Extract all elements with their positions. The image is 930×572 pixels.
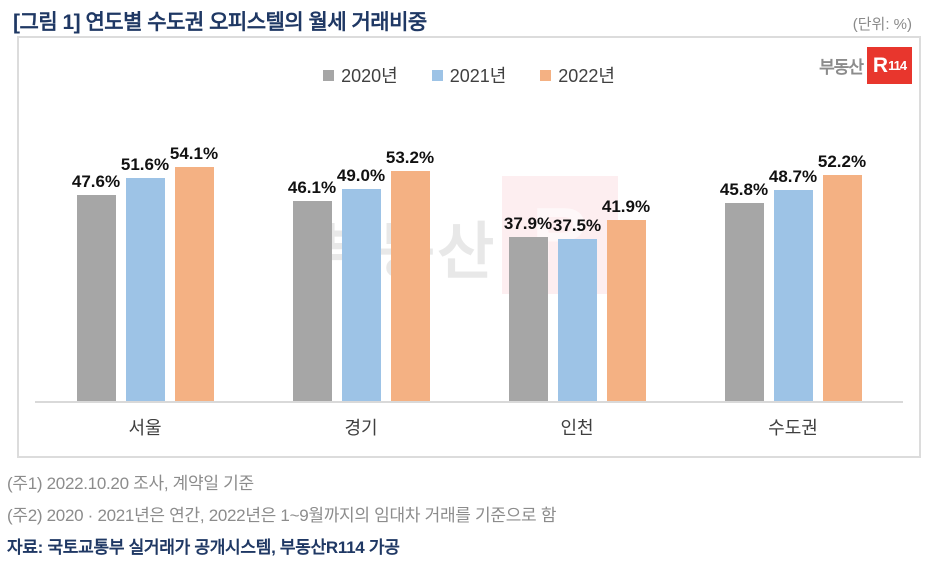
bar-value-label: 52.2% [817, 151, 867, 171]
bar: 41.9% [602, 197, 650, 402]
footnote-1: (주1) 2022.10.20 조사, 계약일 기준 [7, 474, 254, 493]
legend-label: 2022년 [558, 66, 615, 86]
bar: 37.9% [504, 214, 552, 402]
category-label: 서울 [128, 418, 162, 438]
bar: 46.1% [288, 178, 336, 402]
bar: 51.6% [121, 155, 169, 402]
brand-badge-r: R [872, 53, 889, 77]
bar: 47.6% [72, 172, 120, 402]
brand-badge: R 114 [867, 47, 912, 84]
legend-item: 2021년 [431, 62, 507, 88]
bar-value-label: 47.6% [71, 171, 121, 191]
legend-swatch [540, 69, 552, 81]
bar-value-label: 41.9% [601, 196, 651, 216]
legend-swatch [323, 69, 335, 81]
brand-badge-num: 114 [888, 58, 907, 73]
bar-value-label: 49.0% [336, 165, 386, 185]
bar-value-label: 48.7% [768, 167, 818, 187]
bar: 48.7% [769, 167, 817, 402]
footnote-2: (주2) 2020 · 2021년은 연간, 2022년은 1~9월까지의 임대… [7, 506, 557, 525]
plot-area: 47.6% 51.6% 54.1% 46.1% 49.0% 53.2% 37.9% 37.5%… [37, 38, 901, 402]
x-axis-line [35, 401, 903, 403]
source-line: 자료: 국토교통부 실거래가 공개시스템, 부동산R114 가공 [7, 538, 400, 557]
bar-group: 37.9% 37.5% 41.9% [504, 197, 650, 402]
bar-value-label: 37.9% [503, 214, 553, 234]
legend-swatch [431, 69, 443, 81]
category-axis: 서울 경기 인천 수도권 [37, 414, 901, 440]
bar: 45.8% [720, 180, 768, 402]
bar: 49.0% [337, 166, 385, 402]
bar-value-label: 54.1% [169, 143, 219, 163]
legend-label: 2020년 [341, 66, 398, 86]
chart-legend: 2020년 2021년 2022년 [19, 62, 919, 88]
bar: 37.5% [553, 216, 601, 402]
bar: 53.2% [386, 148, 434, 402]
unit-label: (단위: %) [852, 16, 912, 33]
bar: 54.1% [170, 144, 218, 402]
legend-item: 2020년 [323, 62, 398, 88]
bar-group: 47.6% 51.6% 54.1% [72, 144, 218, 402]
legend-label: 2021년 [449, 66, 507, 86]
category-label: 인천 [560, 418, 594, 438]
bar: 52.2% [818, 152, 866, 402]
bar-value-label: 46.1% [287, 178, 337, 198]
bar-group: 46.1% 49.0% 53.2% [288, 148, 434, 402]
bar-group: 45.8% 48.7% 52.2% [720, 152, 866, 402]
brand-logo-text: 부동산 [819, 58, 864, 77]
page-title: [그림 1] 연도별 수도권 오피스텔의 월세 거래비중 [13, 11, 427, 34]
category-label: 수도권 [768, 418, 818, 438]
brand-logo: 부동산 R 114 [819, 47, 912, 84]
bar-value-label: 53.2% [385, 147, 435, 167]
bar-value-label: 45.8% [719, 179, 769, 199]
bar-value-label: 37.5% [552, 215, 602, 235]
chart-container: 부동산 R114 2020년 2021년 2022년 부동산 R 47.6%51.6… [17, 36, 921, 458]
category-label: 경기 [344, 418, 378, 438]
legend-item: 2022년 [540, 62, 615, 88]
bar-value-label: 51.6% [120, 154, 170, 174]
